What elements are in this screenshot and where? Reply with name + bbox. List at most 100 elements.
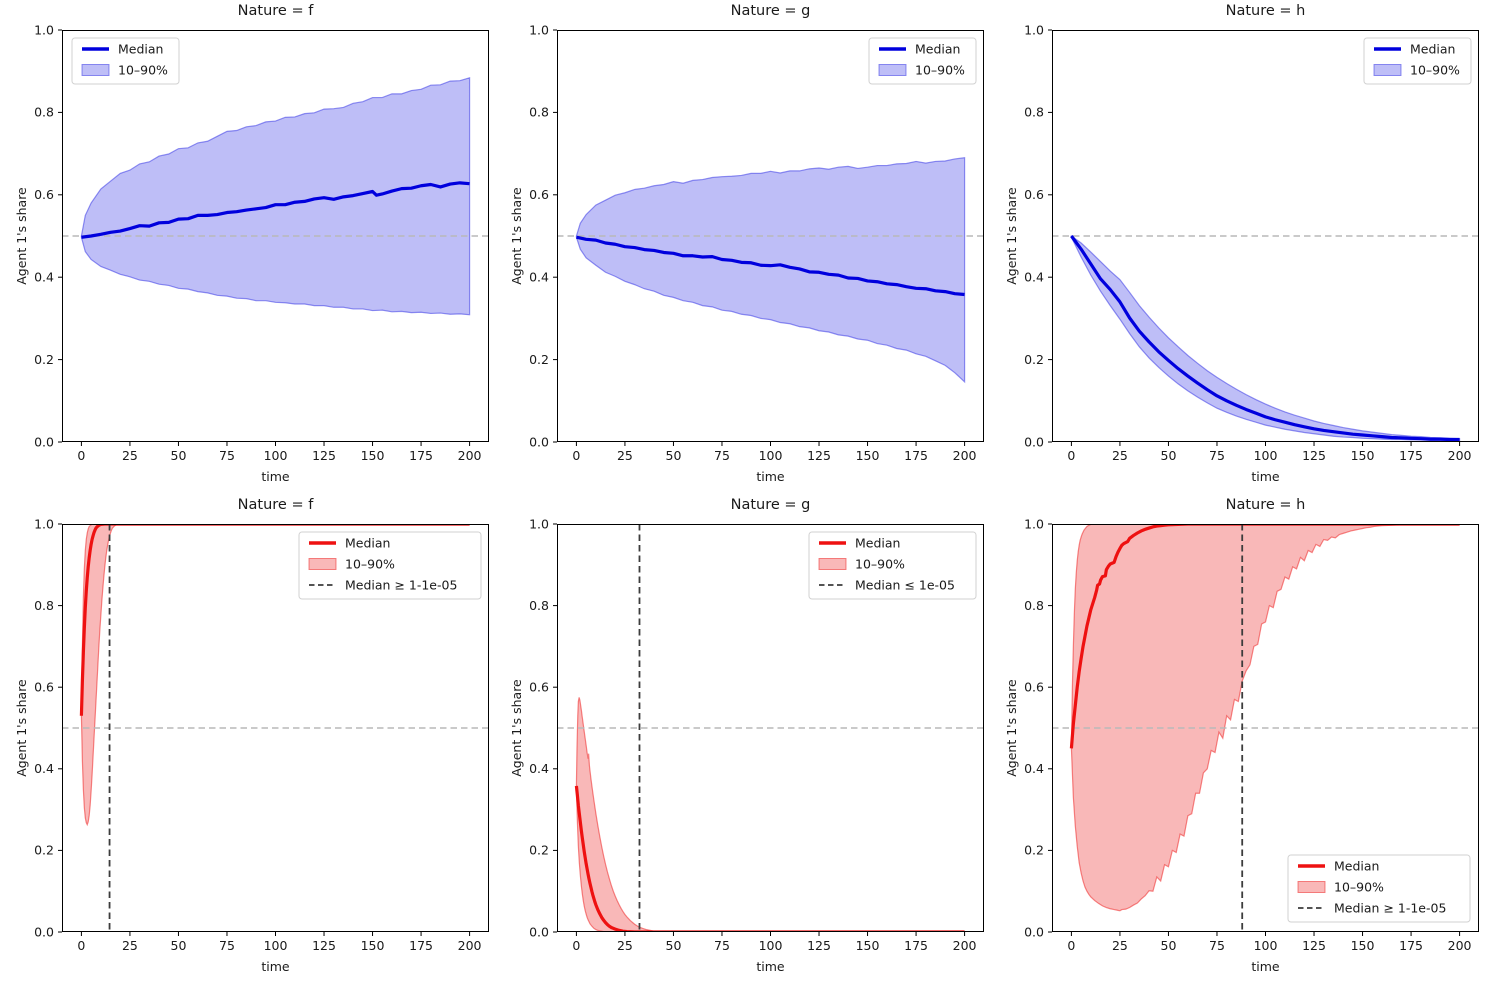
axes-frame xyxy=(1052,30,1479,442)
x-axis-label: time xyxy=(756,959,785,974)
y-ticks: 0.0 0.2 0.4 0.6 0.8 1.0 xyxy=(529,22,557,449)
y-tick-label: 0.8 xyxy=(1024,598,1044,613)
y-tick-label: 0.4 xyxy=(529,270,549,285)
x-tick-label: 75 xyxy=(219,448,235,463)
legend: Median 10–90% xyxy=(71,37,180,85)
x-tick-label: 75 xyxy=(714,448,730,463)
x-tick-label: 0 xyxy=(572,938,580,953)
y-tick-label: 0.6 xyxy=(529,680,549,695)
x-tick-label: 125 xyxy=(312,938,336,953)
axes-frame xyxy=(557,524,984,932)
median-line xyxy=(576,235,965,297)
y-tick-label: 0.0 xyxy=(1024,924,1044,939)
y-tick-label: 0.0 xyxy=(34,434,54,449)
y-tick-label: 0.4 xyxy=(34,761,54,776)
median-line xyxy=(574,785,965,932)
legend: Median 10–90% Median ≥ 1-1e-05 xyxy=(298,531,482,600)
y-tick-label: 0.6 xyxy=(1024,187,1044,202)
legend-label: Median xyxy=(118,42,163,57)
y-ticks: 0.0 0.2 0.4 0.6 0.8 1.0 xyxy=(1024,22,1052,449)
x-tick-label: 50 xyxy=(666,938,682,953)
median-line xyxy=(1070,235,1460,442)
median-line xyxy=(81,181,470,239)
x-tick-label: 150 xyxy=(361,448,385,463)
x-tick-label: 25 xyxy=(1112,448,1128,463)
x-axis-label: time xyxy=(1251,469,1280,484)
x-tick-label: 200 xyxy=(953,938,977,953)
y-tick-label: 0.0 xyxy=(1024,434,1044,449)
plot-content xyxy=(557,524,984,932)
y-tick-label: 0.6 xyxy=(529,187,549,202)
x-tick-label: 125 xyxy=(312,448,336,463)
band-10-90 xyxy=(1070,234,1461,442)
y-tick-label: 0.8 xyxy=(529,105,549,120)
y-tick-label: 0.4 xyxy=(34,270,54,285)
legend: Median 10–90% Median ≥ 1-1e-05 xyxy=(1287,854,1471,923)
x-tick-label: 100 xyxy=(1254,938,1278,953)
y-ticks: 0.0 0.2 0.4 0.6 0.8 1.0 xyxy=(1024,516,1052,939)
y-tick-label: 1.0 xyxy=(1024,516,1044,531)
y-axis-label: Agent 1's share xyxy=(1004,679,1019,777)
x-tick-label: 50 xyxy=(1161,938,1177,953)
legend-fill-swatch xyxy=(878,64,907,76)
x-ticks: 0 25 50 75 100 125 150 175 200 xyxy=(77,932,482,953)
legend-label: 10–90% xyxy=(915,63,965,78)
x-tick-label: 150 xyxy=(856,938,880,953)
axes-frame xyxy=(557,30,984,442)
band-10-90 xyxy=(575,697,965,932)
band-10-90 xyxy=(80,524,470,827)
legend-label: Median xyxy=(1334,859,1379,874)
y-tick-label: 0.6 xyxy=(34,680,54,695)
x-tick-label: 0 xyxy=(1067,448,1075,463)
legend-label: 10–90% xyxy=(118,63,168,78)
plot-area-nature-g-top: 0 25 50 75 100 125 150 175 200 0.0 0.2 0.4 0.6 0.8 1.0… xyxy=(529,22,984,463)
x-tick-label: 50 xyxy=(171,938,187,953)
x-ticks: 0 25 50 75 100 125 150 175 200 xyxy=(572,932,977,953)
x-ticks: 0 25 50 75 100 125 150 175 200 xyxy=(572,442,977,463)
x-tick-label: 125 xyxy=(807,448,831,463)
legend: Median 10–90% Median ≤ 1e-05 xyxy=(808,531,977,600)
x-ticks: 0 25 50 75 100 125 150 175 200 xyxy=(1067,442,1472,463)
y-axis-label: Agent 1's share xyxy=(509,187,524,285)
x-tick-label: 25 xyxy=(122,938,138,953)
x-tick-label: 150 xyxy=(856,448,880,463)
legend-fill-swatch xyxy=(81,64,110,76)
legend-fill-swatch xyxy=(1373,64,1402,76)
panel-title: Nature = g xyxy=(730,497,811,513)
y-axis-label: Agent 1's share xyxy=(509,679,524,777)
y-tick-label: 0.0 xyxy=(34,924,54,939)
y-ticks: 0.0 0.2 0.4 0.6 0.8 1.0 xyxy=(34,516,62,939)
x-tick-label: 150 xyxy=(1351,938,1375,953)
x-axis-label: time xyxy=(756,469,785,484)
legend: Median 10–90% xyxy=(868,37,977,85)
plot-content xyxy=(1052,524,1479,932)
band-10-90 xyxy=(80,76,471,316)
y-tick-label: 1.0 xyxy=(1024,22,1044,37)
x-tick-label: 0 xyxy=(77,938,85,953)
x-tick-label: 200 xyxy=(1448,938,1472,953)
y-tick-label: 0.8 xyxy=(34,105,54,120)
x-tick-label: 50 xyxy=(171,448,187,463)
y-axis-label: Agent 1's share xyxy=(14,187,29,285)
band-10-90 xyxy=(1070,524,1460,912)
x-tick-label: 175 xyxy=(904,938,928,953)
y-tick-label: 0.2 xyxy=(34,843,54,858)
x-axis-label: time xyxy=(261,959,290,974)
y-tick-label: 0.0 xyxy=(529,924,549,939)
x-tick-label: 125 xyxy=(807,938,831,953)
y-tick-label: 0.2 xyxy=(1024,352,1044,367)
legend-label: 10–90% xyxy=(1334,880,1384,895)
x-tick-label: 25 xyxy=(617,448,633,463)
y-tick-label: 0.8 xyxy=(529,598,549,613)
y-tick-label: 0.2 xyxy=(529,843,549,858)
x-tick-label: 75 xyxy=(1209,938,1225,953)
legend-fill-swatch xyxy=(308,558,337,570)
x-tick-label: 200 xyxy=(458,448,482,463)
legend-label: Median ≥ 1-1e-05 xyxy=(1334,901,1446,916)
y-tick-label: 0.6 xyxy=(1024,680,1044,695)
x-tick-label: 75 xyxy=(1209,448,1225,463)
plot-area-nature-f-bottom: 0 25 50 75 100 125 150 175 200 0.0 0.2 0.4 0.6 0.8 1.0… xyxy=(34,516,489,953)
plot-area-nature-h-top: 0 25 50 75 100 125 150 175 200 0.0 0.2 0.4 0.6 0.8 1.0… xyxy=(1024,22,1479,463)
x-tick-label: 125 xyxy=(1302,448,1326,463)
